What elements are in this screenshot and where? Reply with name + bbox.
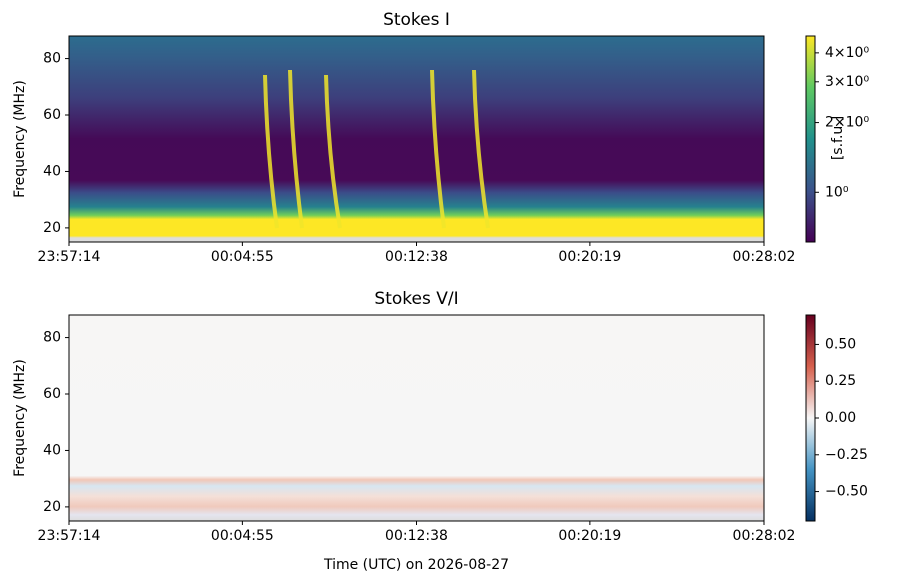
heatmap-image <box>69 315 764 521</box>
x-tick-label: 00:28:02 <box>733 528 796 544</box>
x-tick-label: 00:20:19 <box>558 249 621 265</box>
y-axis-label: Frequency (MHz) <box>12 80 28 198</box>
y-tick-label: 80 <box>43 51 61 67</box>
burst <box>263 74 279 229</box>
colorbar-tick-label: −0.25 <box>825 447 868 463</box>
burst <box>324 74 342 229</box>
x-tick-label: 00:20:19 <box>558 528 621 544</box>
burst <box>288 69 304 229</box>
panel-title: Stokes V/I <box>374 289 458 309</box>
y-axis-label: Frequency (MHz) <box>12 359 28 477</box>
colorbar-tick-label: 0.50 <box>825 336 856 352</box>
x-tick-label: 00:12:38 <box>385 528 448 544</box>
colorbar-label: [s.f.u.] <box>830 116 846 160</box>
colorbar-tick-label: 0.25 <box>825 373 856 389</box>
x-tick-label: 23:57:14 <box>38 249 101 265</box>
y-tick-label: 60 <box>43 107 61 123</box>
heatmap-image <box>69 36 764 242</box>
colorbar-tick-label: −0.50 <box>825 484 868 500</box>
colorbar-tick-label: 0.00 <box>825 410 856 426</box>
colorbar <box>805 314 816 522</box>
colorbar-tick-label: 4×10⁰ <box>825 45 869 61</box>
burst <box>430 69 446 229</box>
y-tick-label: 40 <box>43 163 61 179</box>
y-tick-label: 40 <box>43 442 61 458</box>
x-tick-label: 00:04:55 <box>211 528 274 544</box>
y-tick-label: 20 <box>43 499 61 515</box>
y-tick-label: 20 <box>43 220 61 236</box>
x-tick-label: 00:04:55 <box>211 249 274 265</box>
x-tick-label: 23:57:14 <box>38 528 101 544</box>
x-tick-label: 00:28:02 <box>733 249 796 265</box>
x-tick-label: 00:12:38 <box>385 249 448 265</box>
y-tick-label: 80 <box>43 330 61 346</box>
colorbar-tick-label: 3×10⁰ <box>825 74 869 90</box>
y-tick-label: 60 <box>43 386 61 402</box>
burst <box>472 69 490 229</box>
colorbar <box>805 35 816 243</box>
panel-title: Stokes I <box>383 10 450 30</box>
colorbar-tick-label: 10⁰ <box>825 184 849 200</box>
colorbar-tick-label: 2×10⁰ <box>825 115 869 131</box>
x-axis-label: Time (UTC) on 2026-08-27 <box>323 557 509 573</box>
